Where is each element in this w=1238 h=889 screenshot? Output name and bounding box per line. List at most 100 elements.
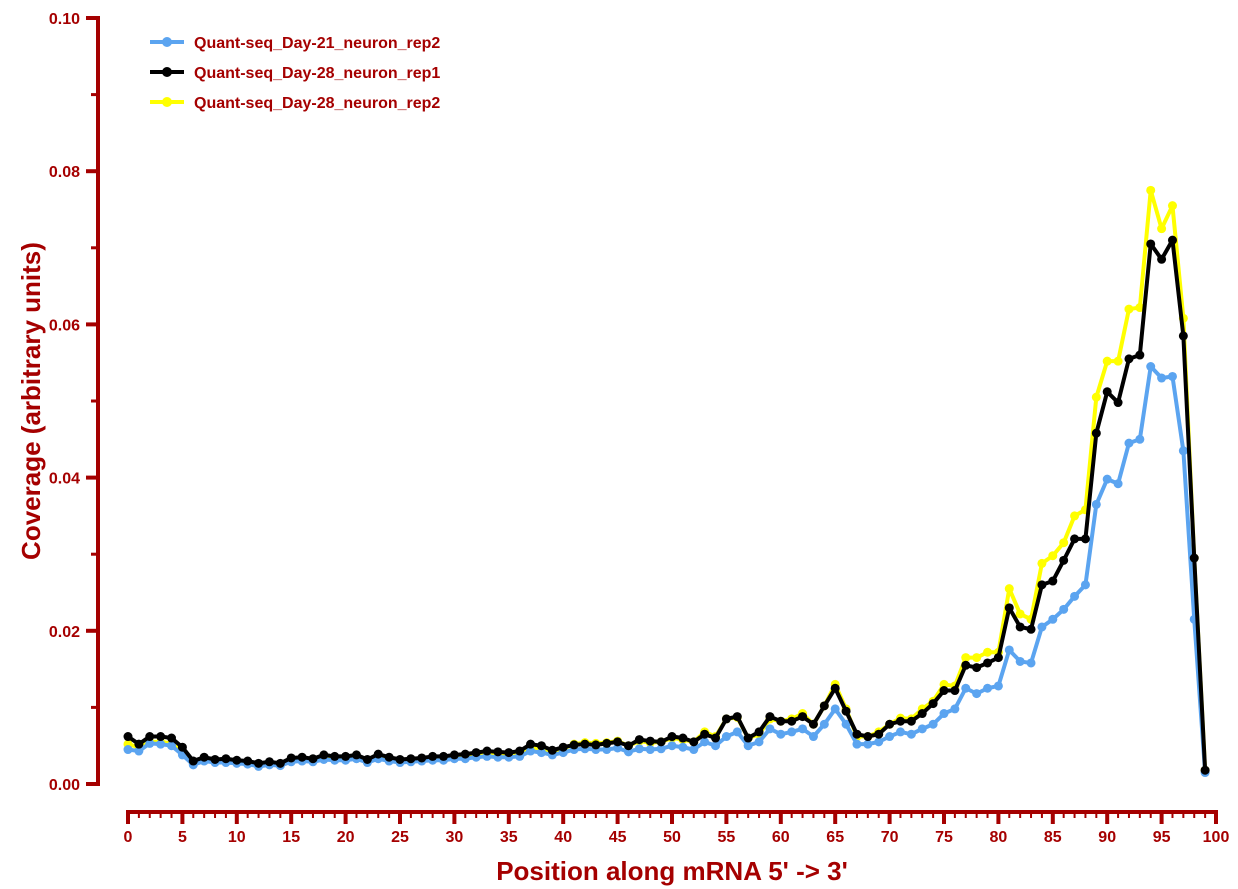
data-point bbox=[449, 750, 459, 760]
y-axis-ticks: 0.00 0.02 0.04 0.06 0.08 0.10 bbox=[49, 11, 98, 794]
data-point bbox=[221, 754, 231, 764]
x-tick-label: 50 bbox=[663, 829, 681, 846]
data-point bbox=[264, 757, 274, 767]
data-point bbox=[156, 739, 166, 749]
data-point bbox=[819, 701, 829, 711]
data-point bbox=[591, 740, 601, 750]
data-point bbox=[1059, 538, 1069, 548]
data-point bbox=[634, 735, 644, 745]
series-line bbox=[126, 238, 1208, 771]
y-tick-label: 0.04 bbox=[49, 471, 80, 488]
data-point bbox=[732, 712, 742, 722]
data-point bbox=[1135, 434, 1145, 444]
data-point bbox=[1080, 580, 1090, 590]
data-point bbox=[754, 727, 764, 737]
data-point bbox=[906, 716, 916, 726]
legend-label: Quant-seq_Day-21_neuron_rep2 bbox=[194, 35, 440, 52]
data-point bbox=[645, 736, 655, 746]
data-point bbox=[765, 724, 775, 734]
data-point bbox=[983, 647, 993, 657]
data-point bbox=[362, 754, 372, 764]
data-point bbox=[210, 754, 220, 764]
data-point bbox=[1048, 551, 1058, 561]
x-tick-label: 40 bbox=[554, 829, 572, 846]
data-point bbox=[384, 752, 394, 762]
data-point bbox=[254, 758, 264, 768]
data-point bbox=[667, 741, 677, 751]
legend-entry: Quant-seq_Day-21_neuron_rep2 bbox=[150, 35, 440, 52]
legend-swatch-marker bbox=[162, 37, 172, 47]
data-point bbox=[863, 732, 873, 742]
data-point bbox=[1048, 614, 1058, 624]
data-point bbox=[199, 752, 209, 762]
data-point bbox=[526, 739, 536, 749]
data-point bbox=[852, 739, 862, 749]
x-tick-label: 55 bbox=[718, 829, 736, 846]
y-tick-label: 0.00 bbox=[49, 777, 80, 794]
data-point bbox=[177, 742, 187, 752]
data-point bbox=[830, 683, 840, 693]
data-point bbox=[895, 727, 905, 737]
data-point bbox=[656, 737, 666, 747]
data-point bbox=[852, 729, 862, 739]
data-point bbox=[1037, 580, 1047, 590]
data-point bbox=[1091, 499, 1101, 509]
data-point bbox=[667, 732, 677, 742]
data-point bbox=[678, 733, 688, 743]
data-point bbox=[232, 755, 242, 765]
data-point bbox=[1113, 356, 1123, 366]
data-point bbox=[1015, 656, 1025, 666]
data-point bbox=[134, 746, 144, 756]
data-point bbox=[319, 750, 329, 760]
y-tick-label: 0.10 bbox=[49, 11, 80, 28]
data-point bbox=[841, 719, 851, 729]
data-point bbox=[1070, 591, 1080, 601]
data-point bbox=[351, 750, 361, 760]
data-point bbox=[167, 733, 177, 743]
data-point bbox=[993, 681, 1003, 691]
data-point bbox=[536, 741, 546, 751]
data-point bbox=[439, 751, 449, 761]
data-point bbox=[776, 716, 786, 726]
legend-entry: Quant-seq_Day-28_neuron_rep2 bbox=[150, 95, 440, 112]
data-point bbox=[1048, 576, 1058, 586]
data-point bbox=[482, 746, 492, 756]
data-point bbox=[678, 742, 688, 752]
data-point bbox=[1146, 239, 1156, 249]
data-point bbox=[1167, 371, 1177, 381]
y-tick-label: 0.02 bbox=[49, 624, 80, 641]
data-point bbox=[1200, 765, 1210, 775]
data-point bbox=[1124, 354, 1134, 364]
data-point bbox=[341, 751, 351, 761]
data-point bbox=[1157, 224, 1167, 234]
data-point bbox=[1015, 622, 1025, 632]
data-point bbox=[1146, 362, 1156, 372]
chart-axes bbox=[96, 16, 1218, 814]
series-Quant-seq_Day-28_neuron_rep2 bbox=[123, 185, 1210, 775]
series-line bbox=[127, 188, 1208, 771]
data-point bbox=[395, 754, 405, 764]
data-point bbox=[1157, 373, 1167, 383]
data-point bbox=[1146, 185, 1156, 195]
legend-swatch-marker bbox=[162, 97, 172, 107]
data-point bbox=[721, 732, 731, 742]
data-point bbox=[961, 683, 971, 693]
data-point bbox=[787, 716, 797, 726]
data-point bbox=[743, 741, 753, 751]
data-point bbox=[1059, 604, 1069, 614]
data-point bbox=[515, 746, 525, 756]
data-point bbox=[656, 744, 666, 754]
data-point bbox=[145, 738, 155, 748]
data-point bbox=[1015, 609, 1025, 619]
series-Quant-seq_Day-21_neuron_rep2 bbox=[123, 362, 1210, 778]
data-point bbox=[1102, 356, 1112, 366]
data-point bbox=[863, 739, 873, 749]
data-point bbox=[1135, 303, 1145, 313]
data-point bbox=[645, 745, 655, 755]
data-point bbox=[1157, 254, 1167, 264]
x-tick-label: 65 bbox=[826, 829, 844, 846]
data-point bbox=[330, 751, 340, 761]
data-point bbox=[732, 727, 742, 737]
data-point bbox=[993, 653, 1003, 663]
data-point bbox=[1113, 398, 1123, 408]
